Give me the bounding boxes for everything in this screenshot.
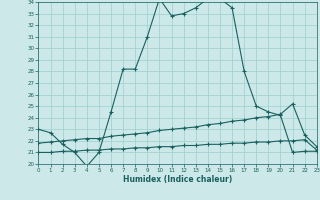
- X-axis label: Humidex (Indice chaleur): Humidex (Indice chaleur): [123, 175, 232, 184]
